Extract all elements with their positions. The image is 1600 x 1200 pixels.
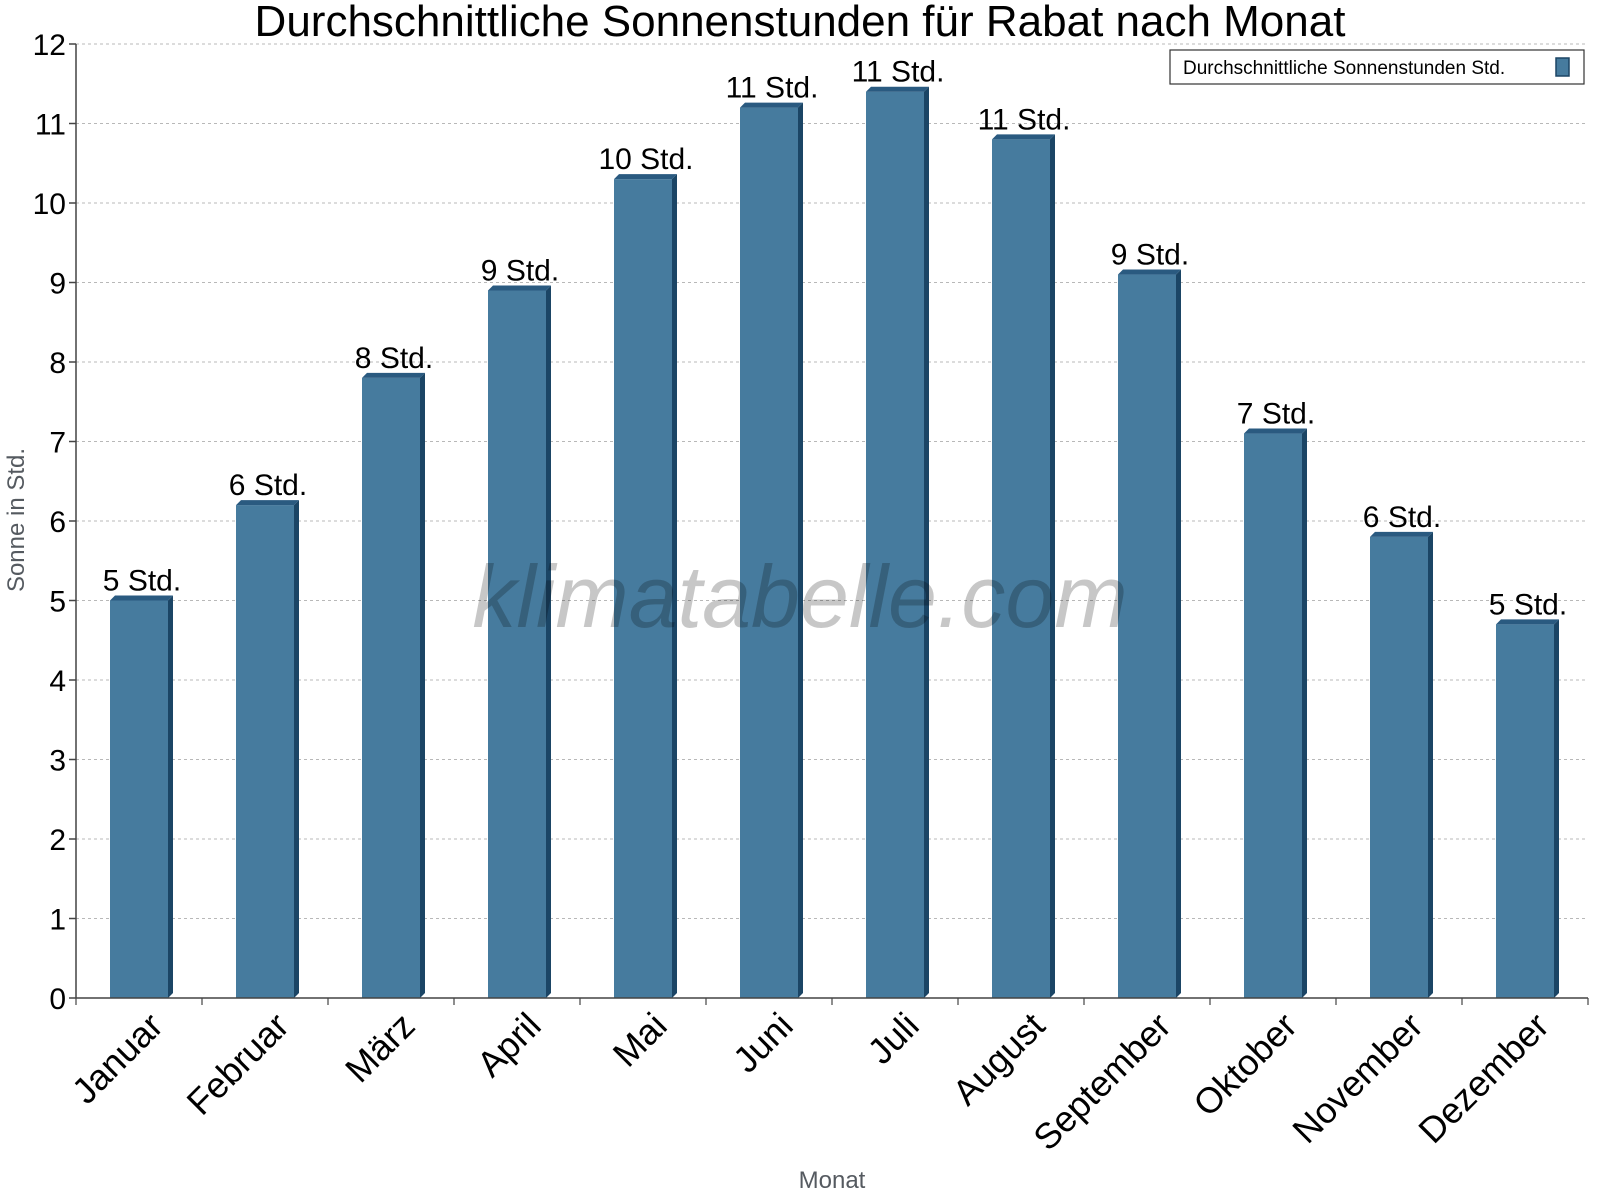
bar-top — [992, 134, 1055, 140]
y-tick-label: 3 — [49, 745, 66, 778]
bar-juli[interactable]: 11 Std. — [852, 56, 945, 998]
bar-side — [672, 174, 677, 998]
bar-side — [1554, 619, 1559, 998]
bar-april[interactable]: 9 Std. — [481, 254, 559, 998]
bar-front — [110, 600, 168, 998]
x-tick-label: Mai — [605, 1005, 675, 1075]
x-axis-title: Monat — [799, 1167, 866, 1194]
y-tick-label: 1 — [49, 904, 66, 937]
bar-side — [294, 500, 299, 998]
y-axis-title: Sonne in Std. — [3, 448, 30, 592]
data-label: 11 Std. — [726, 72, 819, 105]
grid — [76, 43, 1588, 919]
watermark: klimatabelle.com — [472, 547, 1127, 646]
y-tick-label: 8 — [49, 347, 66, 380]
bar-side — [798, 102, 803, 999]
x-tick-label: April — [469, 1005, 549, 1085]
bar-side — [1428, 531, 1433, 998]
legend-box — [1169, 49, 1585, 85]
data-label: 5 Std. — [1489, 588, 1567, 621]
bar-top — [866, 86, 929, 92]
bar-side — [168, 595, 173, 998]
x-axis: Januar Februar März April Mai Juni Juli AugustS… — [64, 998, 1589, 1159]
bar-front — [866, 91, 924, 998]
bar-front — [1118, 274, 1176, 998]
bar-top — [614, 174, 677, 180]
bar-top — [740, 102, 803, 108]
bar-top — [110, 595, 173, 601]
y-tick-label: 12 — [33, 29, 66, 62]
data-label: 9 Std. — [481, 254, 559, 287]
data-label: 10 Std. — [598, 143, 693, 176]
y-tick-label: 4 — [49, 665, 66, 698]
y-tick-label: 2 — [49, 824, 66, 857]
bar-top — [362, 372, 425, 378]
y-tick-label: 5 — [49, 586, 66, 619]
y-tick-label: 11 — [35, 109, 66, 142]
legend-swatch — [1555, 57, 1570, 77]
bar-side — [924, 86, 929, 998]
bar-front — [1244, 433, 1302, 998]
y-tick-label: 9 — [49, 268, 66, 301]
y-tick-label: 7 — [49, 427, 66, 460]
legend-label: Durchschnittliche Sonnenstunden Std. — [1183, 58, 1505, 79]
bar-februar[interactable]: 6 Std. — [229, 469, 307, 998]
bar-front — [236, 505, 294, 998]
bar-side — [1302, 428, 1307, 998]
x-tick-label: Dezember — [1410, 1005, 1556, 1151]
legend[interactable]: Durchschnittliche Sonnenstunden Std. — [1169, 49, 1585, 85]
bar-front — [992, 139, 1050, 998]
bar-november[interactable]: 6 Std. — [1363, 501, 1441, 998]
bar-side — [1176, 269, 1181, 998]
data-label: 7 Std. — [1237, 398, 1315, 431]
x-tick-label: Februar — [179, 1005, 297, 1123]
x-tick-label: September — [1025, 1005, 1179, 1159]
bar-front — [1370, 536, 1428, 998]
bar-side — [1050, 134, 1055, 998]
bar-märz[interactable]: 8 Std. — [355, 342, 433, 998]
x-tick-label: Juli — [859, 1005, 926, 1072]
y-tick-label: 10 — [33, 188, 66, 221]
bar-front — [362, 377, 420, 998]
bar-mai[interactable]: 10 Std. — [598, 143, 694, 998]
bar-front — [740, 107, 798, 999]
y-tick-label: 0 — [49, 983, 66, 1016]
chart-title: Durchschnittliche Sonnenstunden für Raba… — [255, 0, 1346, 46]
bar-top — [236, 500, 299, 506]
x-tick-label: März — [337, 1005, 423, 1091]
data-label: 11 Std. — [852, 56, 945, 89]
bar-top — [488, 285, 551, 291]
bar-top — [1118, 269, 1181, 275]
data-label: 5 Std. — [103, 565, 181, 598]
x-tick-label: August — [944, 1005, 1052, 1113]
x-tick-label: Oktober — [1185, 1005, 1305, 1125]
x-tick-label: November — [1284, 1005, 1430, 1151]
y-tick-label: 6 — [49, 506, 66, 539]
bar-side — [420, 372, 425, 998]
bar-dezember[interactable]: 5 Std. — [1489, 588, 1567, 998]
data-label: 11 Std. — [978, 103, 1071, 136]
bar-front — [1496, 624, 1554, 998]
x-tick-label: Juni — [725, 1005, 801, 1081]
x-tick-label: Januar — [64, 1005, 171, 1112]
bars: 5 Std. 6 Std. 8 Std. 9 Std. 10 Std. 11 Std. 11… — [103, 56, 1567, 999]
bar-top — [1370, 531, 1433, 537]
data-label: 9 Std. — [1111, 239, 1189, 272]
bar-side — [546, 285, 551, 998]
data-label: 6 Std. — [1363, 501, 1441, 534]
bar-juni[interactable]: 11 Std. — [726, 72, 819, 999]
bar-front — [614, 179, 672, 998]
data-label: 8 Std. — [355, 342, 433, 375]
bar-front — [488, 290, 546, 998]
bar-januar[interactable]: 5 Std. — [103, 565, 181, 999]
bar-top — [1244, 428, 1307, 434]
bar-september[interactable]: 9 Std. — [1111, 239, 1189, 998]
data-label: 6 Std. — [229, 469, 307, 502]
bar-august[interactable]: 11 Std. — [978, 103, 1071, 998]
bar-oktober[interactable]: 7 Std. — [1237, 398, 1315, 998]
bar-top — [1496, 619, 1559, 625]
